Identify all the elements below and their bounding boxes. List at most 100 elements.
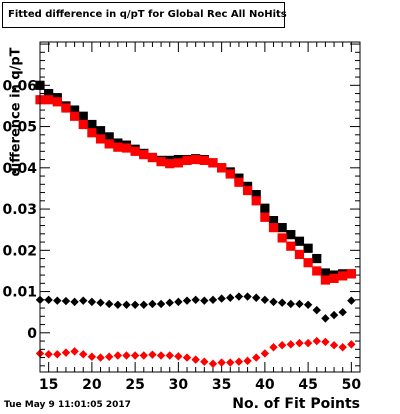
- y-tick-label: 0.06: [2, 78, 37, 94]
- data-point: [347, 296, 356, 305]
- x-tick-label: 50: [342, 377, 362, 393]
- data-point: [87, 128, 97, 138]
- data-point: [251, 190, 261, 200]
- data-point: [95, 134, 106, 144]
- datestamp: Tue May 9 11:01:05 2017: [4, 400, 131, 410]
- data-point: [277, 233, 287, 243]
- data-point: [346, 269, 356, 279]
- data-point: [329, 310, 339, 320]
- x-tick-label: 45: [298, 377, 317, 393]
- data-point: [182, 353, 192, 362]
- data-point: [260, 295, 270, 305]
- data-point: [95, 126, 106, 136]
- data-point: [321, 337, 330, 347]
- data-point: [268, 223, 279, 233]
- data-point: [338, 307, 347, 317]
- data-point: [303, 243, 313, 253]
- data-point: [260, 349, 270, 358]
- data-markers: [35, 80, 356, 368]
- axis-tick-labels: 15 20 25 30 35 40 45 50 0 0.01 0.02 0.03 0.04 0.05 0.0…: [2, 78, 361, 393]
- data-point: [294, 249, 305, 260]
- x-tick-label: 30: [169, 377, 189, 393]
- data-point: [139, 351, 148, 360]
- data-point: [303, 338, 313, 348]
- data-point: [44, 95, 54, 105]
- data-point: [148, 299, 157, 309]
- data-point: [191, 295, 200, 305]
- data-point: [243, 356, 252, 366]
- data-point: [156, 351, 166, 360]
- data-point: [61, 348, 71, 357]
- data-point: [252, 353, 261, 362]
- data-point: [130, 146, 140, 156]
- data-point: [104, 352, 114, 361]
- data-point: [96, 353, 105, 362]
- data-point: [113, 300, 123, 309]
- data-point: [312, 253, 322, 264]
- data-point: [78, 119, 88, 130]
- data-point: [320, 268, 331, 278]
- data-point: [147, 152, 158, 163]
- data-point: [286, 299, 296, 309]
- data-point: [347, 340, 356, 349]
- data-point: [312, 336, 321, 346]
- data-point: [61, 296, 71, 306]
- chart-title: Fitted difference in q/pT for Global Rec…: [8, 9, 287, 20]
- data-point: [269, 297, 278, 307]
- data-point: [200, 357, 209, 366]
- data-point: [122, 300, 131, 309]
- data-point: [338, 343, 347, 352]
- data-point: [226, 293, 235, 302]
- data-point: [70, 347, 79, 356]
- data-point: [121, 143, 132, 153]
- data-point: [321, 314, 330, 323]
- data-point: [329, 340, 339, 350]
- x-tick-label: 25: [125, 377, 144, 393]
- data-point: [320, 275, 331, 285]
- data-point: [191, 355, 200, 364]
- data-point: [174, 352, 183, 361]
- data-point: [234, 177, 244, 187]
- data-point: [165, 298, 174, 307]
- chart-title-box: Fitted difference in q/pT for Global Rec…: [2, 2, 287, 28]
- data-point: [61, 103, 71, 113]
- data-point: [173, 158, 183, 168]
- y-tick-label: 0.01: [2, 285, 37, 301]
- data-point: [156, 299, 166, 309]
- y-tick-label: 0: [27, 326, 37, 342]
- data-point: [303, 258, 313, 268]
- series-3: [35, 336, 356, 368]
- data-point: [260, 203, 270, 213]
- data-point: [79, 296, 88, 305]
- data-point: [243, 292, 252, 301]
- data-point: [252, 293, 261, 302]
- y-tick-label: 0.03: [2, 202, 37, 218]
- data-point: [87, 297, 97, 307]
- data-point: [69, 111, 80, 121]
- plot-frame: [39, 41, 361, 373]
- data-point: [69, 105, 80, 115]
- data-point: [78, 111, 88, 121]
- data-point: [312, 266, 322, 276]
- series-1: [35, 95, 356, 285]
- data-point: [277, 298, 287, 307]
- data-point: [182, 155, 192, 165]
- data-point: [44, 350, 53, 359]
- data-point: [234, 292, 244, 301]
- data-point: [269, 343, 278, 352]
- data-point: [148, 350, 157, 359]
- data-point: [200, 296, 209, 305]
- data-point: [96, 298, 105, 307]
- y-tick-label: 0.04: [2, 161, 37, 177]
- data-point: [234, 357, 244, 366]
- y-tick-label: 0.02: [2, 243, 37, 259]
- data-point: [312, 305, 321, 315]
- y-axis-label: difference in q/pT: [8, 47, 24, 177]
- data-point: [104, 139, 114, 149]
- data-point: [79, 350, 88, 359]
- data-point: [44, 88, 54, 99]
- data-point: [286, 241, 296, 251]
- frame-background: [40, 42, 360, 372]
- data-point: [52, 97, 62, 107]
